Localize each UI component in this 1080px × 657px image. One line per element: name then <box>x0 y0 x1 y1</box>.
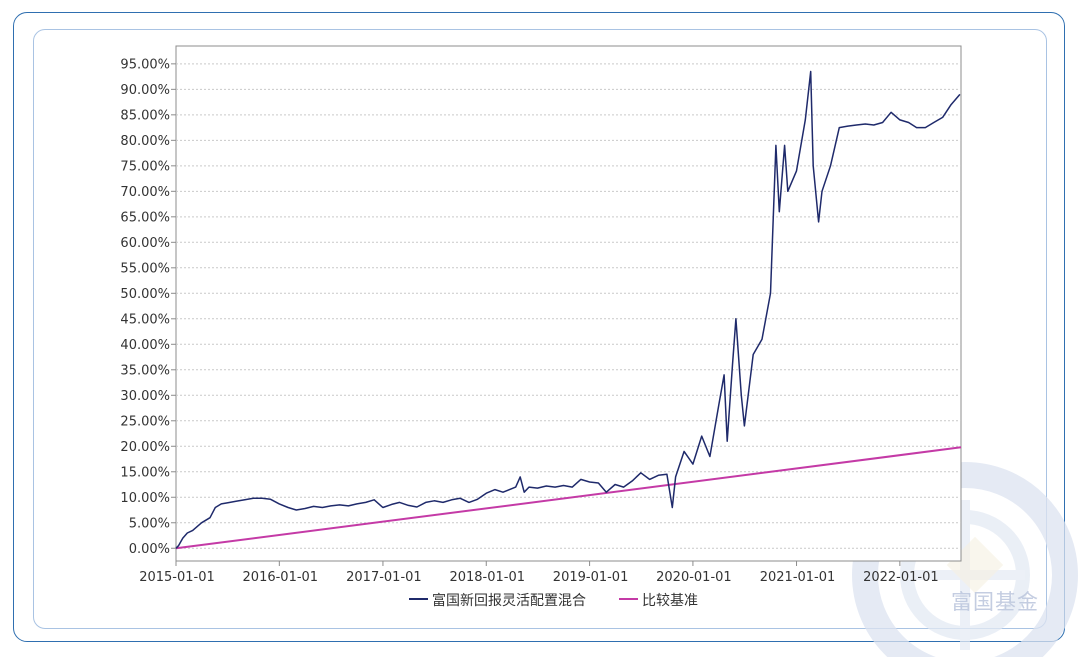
y-tick-label: 5.00% <box>129 516 170 531</box>
y-tick-label: 25.00% <box>120 414 170 429</box>
y-tick-label: 65.00% <box>120 210 170 225</box>
x-tick-label: 2021-01-01 <box>760 570 836 585</box>
plot-area <box>175 45 962 562</box>
x-axis: 2015-01-01 2016-01-01 2017-01-01 2018-01-01… <box>139 561 939 585</box>
y-tick-label: 75.00% <box>120 159 170 174</box>
series-lines <box>175 70 962 550</box>
y-tick-label: 60.00% <box>120 236 170 251</box>
x-tick-label: 2017-01-01 <box>346 570 422 585</box>
y-tick-label: 80.00% <box>120 134 170 149</box>
y-tick-label: 15.00% <box>120 465 170 480</box>
x-tick-label: 2022-01-01 <box>863 570 939 585</box>
x-tick-label: 2016-01-01 <box>243 570 319 585</box>
legend: 富国新回报灵活配置混合 比较基准 <box>409 592 698 609</box>
y-tick-label: 95.00% <box>120 57 170 72</box>
y-tick-label: 45.00% <box>120 312 170 327</box>
x-tick-label: 2018-01-01 <box>449 570 525 585</box>
legend-label-fund: 富国新回报灵活配置混合 <box>432 592 586 609</box>
x-tick-label: 2015-01-01 <box>139 570 215 585</box>
y-tick-label: 30.00% <box>120 389 170 404</box>
y-tick-label: 85.00% <box>120 108 170 123</box>
y-tick-label: 55.00% <box>120 261 170 276</box>
y-axis: 0.00% 5.00% 10.00% 15.00% 20.00% 25.00% 30.00%… <box>120 57 176 557</box>
y-tick-label: 35.00% <box>120 363 170 378</box>
y-tick-label: 0.00% <box>129 542 170 557</box>
y-tick-label: 40.00% <box>120 338 170 353</box>
x-tick-label: 2020-01-01 <box>656 570 732 585</box>
y-tick-label: 10.00% <box>120 491 170 506</box>
y-tick-label: 90.00% <box>120 83 170 98</box>
legend-label-benchmark: 比较基准 <box>642 592 698 609</box>
y-tick-label: 50.00% <box>120 287 170 302</box>
series-line-benchmark <box>175 446 962 550</box>
x-tick-label: 2019-01-01 <box>553 570 629 585</box>
series-line-fund <box>175 70 961 549</box>
y-tick-label: 20.00% <box>120 440 170 455</box>
y-tick-label: 70.00% <box>120 185 170 200</box>
watermark-text: 富国基金 <box>951 590 1039 614</box>
